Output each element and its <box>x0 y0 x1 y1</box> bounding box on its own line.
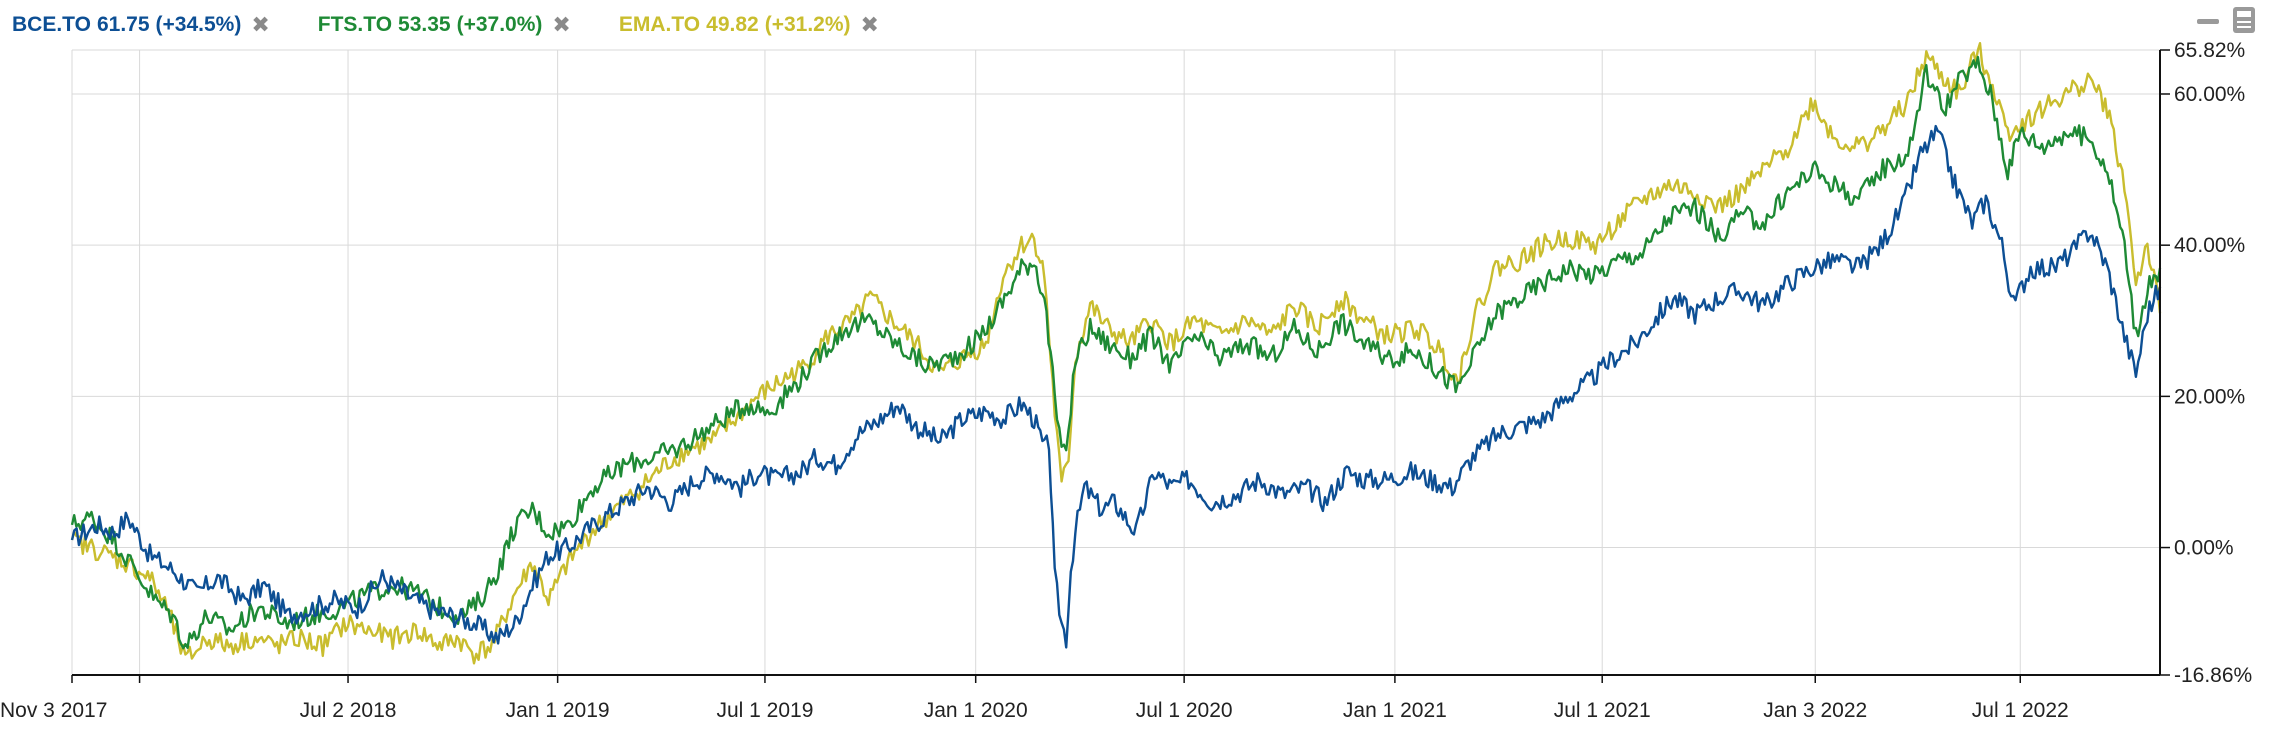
minus-icon[interactable] <box>2194 6 2222 39</box>
x-tick-label: Jan 3 2022 <box>1763 699 1867 722</box>
x-tick-label: Jan 1 2020 <box>924 699 1028 722</box>
x-tick-label: Nov 3 2017 <box>0 699 107 722</box>
x-tick-label: Jul 1 2019 <box>716 699 813 722</box>
legend-change: (+34.5%) <box>155 13 242 36</box>
x-tick-label: Jul 1 2020 <box>1136 699 1233 722</box>
calculator-icon[interactable] <box>2230 6 2258 39</box>
x-tick-label: Jul 2 2018 <box>300 699 397 722</box>
y-tick-label: 20.00% <box>2174 385 2245 408</box>
x-tick-label: Jul 1 2021 <box>1554 699 1651 722</box>
y-tick-label: 60.00% <box>2174 83 2245 106</box>
chart-axes <box>71 49 2170 683</box>
y-tick-label: 65.82% <box>2174 39 2245 62</box>
legend-item-bce-to[interactable]: BCE.TO 61.75 (+34.5%) ✖ <box>12 12 270 38</box>
chart-legend: BCE.TO 61.75 (+34.5%) ✖ FTS.TO 53.35 (+37.0%) ✖… <box>12 10 927 40</box>
y-tick-label: 40.00% <box>2174 234 2245 257</box>
chart-tick-labels: 65.82% 60.00% 40.00% 20.00% 0.00% -16.86% Nov … <box>0 39 2252 722</box>
legend-item-fts-to[interactable]: FTS.TO 53.35 (+37.0%) ✖ <box>318 12 571 38</box>
close-icon[interactable]: ✖ <box>552 12 571 37</box>
x-tick-label: Jul 1 2022 <box>1972 699 2069 722</box>
chart-lines <box>70 42 2162 665</box>
series-line-bce-to <box>70 124 2162 649</box>
legend-price: 61.75 <box>96 13 150 36</box>
legend-item-ema-to[interactable]: EMA.TO 49.82 (+31.2%) ✖ <box>619 12 879 38</box>
legend-ticker: EMA.TO <box>618 13 701 36</box>
legend-change: (+31.2%) <box>764 13 851 36</box>
chart-toolbar <box>2194 6 2258 39</box>
legend-price: 53.35 <box>398 13 451 36</box>
y-tick-label: 0.00% <box>2174 537 2234 560</box>
legend-price: 49.82 <box>706 13 759 36</box>
x-tick-label: Jan 1 2019 <box>506 699 610 722</box>
legend-ticker: FTS.TO <box>317 13 393 36</box>
y-tick-label: -16.86% <box>2174 664 2252 687</box>
close-icon[interactable]: ✖ <box>251 12 270 37</box>
close-icon[interactable]: ✖ <box>860 12 879 37</box>
legend-change: (+37.0%) <box>456 13 543 36</box>
legend-ticker: BCE.TO <box>12 13 91 36</box>
series-line-ema-to <box>70 42 2162 665</box>
x-tick-label: Jan 1 2021 <box>1343 699 1447 722</box>
